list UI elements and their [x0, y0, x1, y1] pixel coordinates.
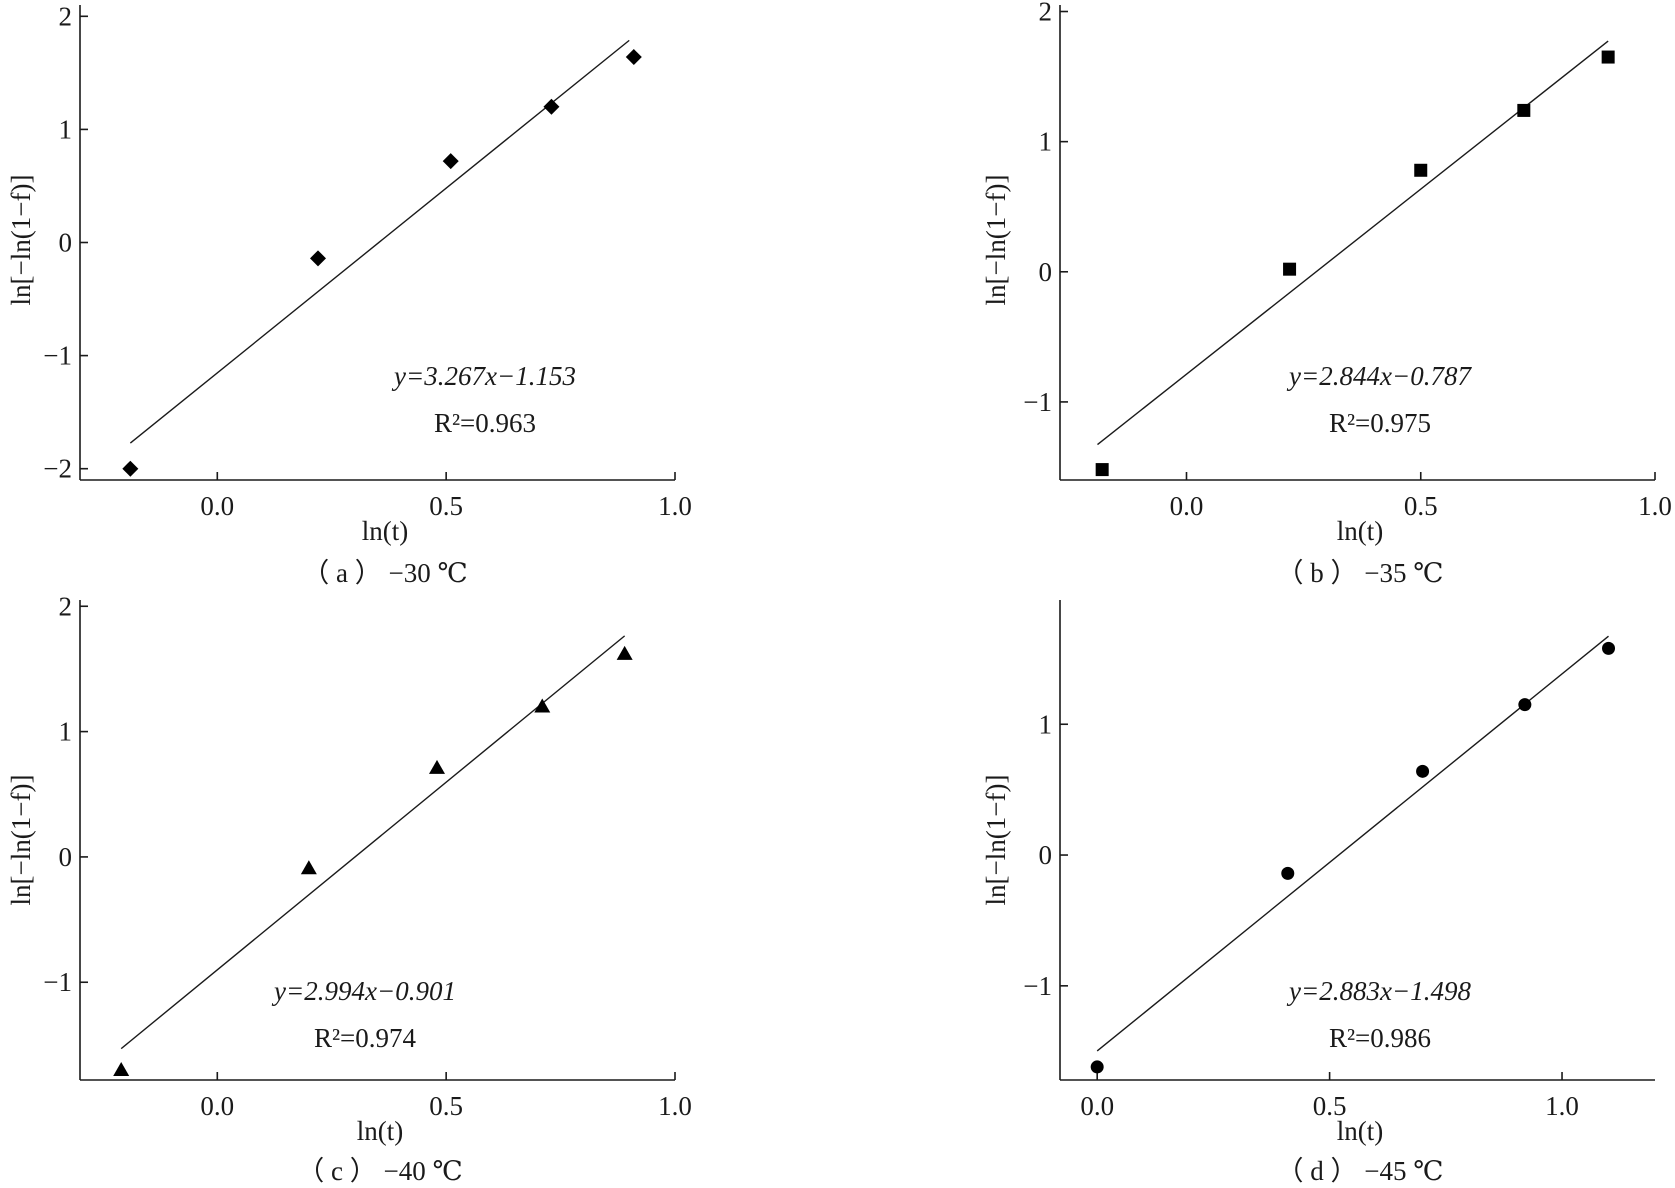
- panel-d-point: [1090, 1060, 1104, 1074]
- panel-a-ytick-label: −2: [43, 454, 72, 484]
- panel-a-marks: −2 −1 0 1 2 0.0 0.5 1.0: [43, 1, 692, 521]
- panel-b-ytick-label: 0: [1039, 257, 1053, 287]
- panel-a-point: [122, 460, 139, 477]
- panel-b-ylabel: ln[−ln(1−f)]: [981, 175, 1011, 306]
- panel-b-r2: R²=0.975: [1329, 408, 1431, 438]
- panel-a-ytick-label: −1: [43, 341, 72, 371]
- panel-c-xlabel: ln(t): [357, 1116, 404, 1146]
- panel-b-xtick-label: 1.0: [1638, 491, 1672, 521]
- panel-d-equation: y=2.883x−1.498: [1286, 976, 1471, 1006]
- panel-c-caption: （ c ） −40 ℃: [297, 1156, 462, 1186]
- panel-b-point: [1283, 262, 1297, 276]
- panel-d-marks: −1 0 1 0.0 0.5 1.0: [1023, 600, 1655, 1121]
- panel-c-ylabel: ln[−ln(1−f)]: [6, 775, 36, 906]
- panel-b-xtick-label: 0.0: [1170, 491, 1204, 521]
- panel-b-ytick-label: 1: [1039, 127, 1053, 157]
- panel-d-point: [1518, 698, 1532, 712]
- panel-b-point: [1601, 50, 1615, 64]
- panel-b-point: [1517, 103, 1531, 117]
- panel-d-xlabel: ln(t): [1337, 1116, 1384, 1146]
- panel-a-point: [543, 98, 560, 115]
- panel-c-point: [300, 860, 317, 875]
- panel-c-marks: −1 0 1 2 0.0 0.5 1.0: [43, 591, 692, 1121]
- panel-d-ytick-label: 1: [1039, 709, 1053, 739]
- panel-a-ytick-label: 2: [59, 1, 73, 31]
- panel-d-xtick-label: 0.0: [1080, 1091, 1114, 1121]
- panel-c-xtick-label: 1.0: [658, 1091, 692, 1121]
- panel-d-ylabel: ln[−ln(1−f)]: [981, 775, 1011, 906]
- panel-b: −1 0 1 2 0.0 0.5 1.0 ln[−ln(1−f)] ln(t) （ b ） …: [981, 0, 1672, 588]
- panel-a-ytick-label: 1: [59, 114, 73, 144]
- panel-a-r2: R²=0.963: [434, 408, 536, 438]
- panel-c-point: [429, 759, 445, 774]
- panel-d-r2: R²=0.986: [1329, 1023, 1431, 1053]
- panel-a-point: [310, 250, 326, 267]
- panel-d-xtick-label: 0.5: [1313, 1091, 1347, 1121]
- panel-a-ytick-label: 0: [59, 228, 73, 258]
- panel-d: −1 0 1 0.0 0.5 1.0 ln[−ln(1−f)] ln(t) （ d ） −…: [981, 600, 1655, 1186]
- panel-b-equation: y=2.844x−0.787: [1286, 361, 1472, 391]
- panel-c-ytick-label: 0: [59, 842, 73, 872]
- panel-d-ytick-label: 0: [1039, 840, 1053, 870]
- panel-c-point: [113, 1061, 130, 1076]
- panel-a-xlabel: ln(t): [362, 516, 409, 546]
- panel-d-point: [1416, 764, 1430, 778]
- panel-b-marks: −1 0 1 2 0.0 0.5 1.0: [1023, 0, 1672, 521]
- panel-a: −2 −1 0 1 2 0.0 0.5 1.0 ln[−ln(1−f)] ln(t) （ a …: [6, 1, 692, 588]
- panel-c-ytick-label: −1: [43, 967, 72, 997]
- panel-b-ytick-label: −1: [1023, 387, 1052, 417]
- panel-a-point: [442, 153, 459, 170]
- panel-d-ytick-label: −1: [1023, 971, 1052, 1001]
- panel-a-point: [625, 49, 642, 66]
- panel-b-point: [1095, 463, 1109, 477]
- panel-c-ytick-label: 1: [59, 717, 73, 747]
- panel-b-caption: （ b ） −35 ℃: [1277, 558, 1444, 588]
- panel-c-point: [616, 645, 633, 660]
- panel-c-r2: R²=0.974: [314, 1023, 417, 1053]
- panel-b-xlabel: ln(t): [1337, 516, 1384, 546]
- panel-b-xtick-label: 0.5: [1404, 491, 1438, 521]
- panel-d-point: [1602, 641, 1616, 655]
- panel-d-caption: （ d ） −45 ℃: [1277, 1156, 1444, 1186]
- panel-a-xtick-label: 0.0: [200, 491, 234, 521]
- panel-c-xtick-label: 0.5: [429, 1091, 463, 1121]
- panel-b-point: [1414, 163, 1428, 177]
- panel-c: −1 0 1 2 0.0 0.5 1.0 ln[−ln(1−f)] ln(t) （ c ） …: [6, 591, 692, 1186]
- panel-a-equation: y=3.267x−1.153: [391, 361, 576, 391]
- panel-a-xtick-label: 1.0: [658, 491, 692, 521]
- panel-c-point: [534, 698, 551, 713]
- panel-a-caption: （ a ） −30 ℃: [302, 558, 467, 588]
- panel-c-ytick-label: 2: [59, 591, 73, 621]
- panel-d-point: [1281, 866, 1295, 880]
- panel-a-xtick-label: 0.5: [429, 491, 463, 521]
- panel-a-ylabel: ln[−ln(1−f)]: [6, 175, 36, 306]
- panel-d-xtick-label: 1.0: [1545, 1091, 1579, 1121]
- panel-c-xtick-label: 0.0: [200, 1091, 234, 1121]
- panel-b-ytick-label: 2: [1039, 0, 1053, 27]
- panel-c-equation: y=2.994x−0.901: [271, 976, 456, 1006]
